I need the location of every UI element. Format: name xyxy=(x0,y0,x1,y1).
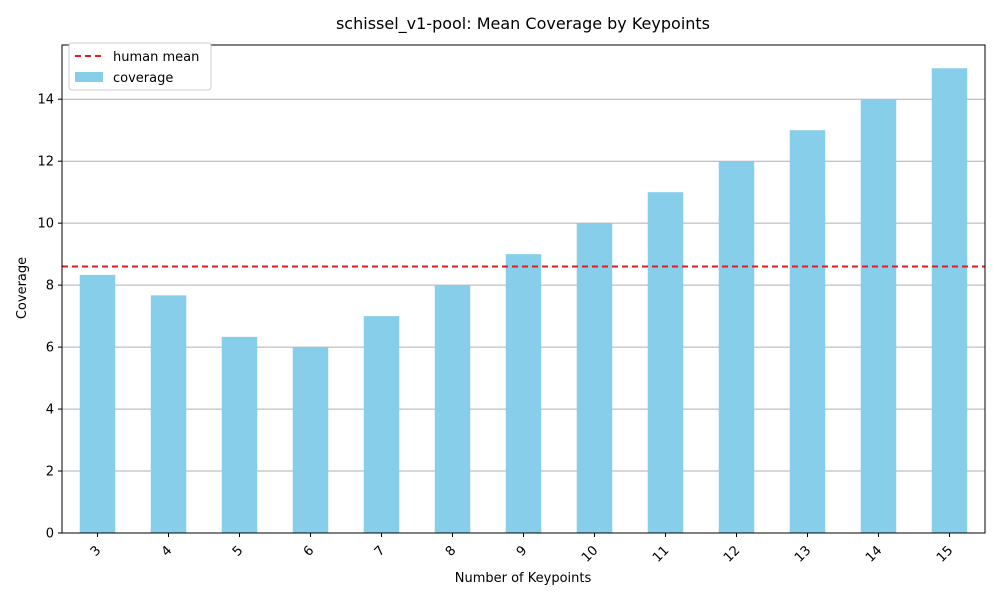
x-tick-label: 8 xyxy=(443,543,459,559)
x-axis-label: Number of Keypoints xyxy=(455,571,592,586)
x-tick-label: 9 xyxy=(514,543,530,559)
x-tick-label: 7 xyxy=(372,543,388,559)
y-tick-label: 14 xyxy=(37,93,54,108)
legend-bar-swatch xyxy=(75,72,103,82)
x-tick-label: 4 xyxy=(159,543,175,559)
bar-12 xyxy=(718,161,755,533)
y-tick-label: 0 xyxy=(46,527,54,542)
y-tick-label: 6 xyxy=(46,341,54,356)
x-tick-label: 12 xyxy=(721,543,743,565)
y-tick-label: 2 xyxy=(46,465,54,480)
bar-13 xyxy=(789,130,826,533)
bar-7 xyxy=(363,316,400,533)
y-axis-ticks: 0 2 4 6 8 10 12 14 xyxy=(37,93,62,542)
bar-6 xyxy=(292,347,329,533)
bar-15 xyxy=(931,68,968,533)
chart-title: schissel_v1-pool: Mean Coverage by Keypo… xyxy=(336,14,710,34)
x-tick-label: 6 xyxy=(301,543,317,559)
y-tick-label: 4 xyxy=(46,403,54,418)
y-tick-label: 10 xyxy=(37,217,54,232)
bar-3 xyxy=(79,274,116,533)
y-tick-label: 8 xyxy=(46,279,54,294)
x-tick-label: 11 xyxy=(650,543,672,565)
bar-11 xyxy=(647,192,684,533)
y-axis-label: Coverage xyxy=(15,257,30,319)
y-tick-label: 12 xyxy=(37,155,54,170)
x-tick-label: 15 xyxy=(934,543,956,565)
x-tick-label: 14 xyxy=(863,543,885,565)
x-tick-label: 3 xyxy=(88,543,104,559)
bar-5 xyxy=(221,336,258,533)
x-tick-label: 5 xyxy=(230,543,246,559)
bar-series xyxy=(79,68,968,533)
bar-9 xyxy=(505,254,542,533)
bar-10 xyxy=(576,223,613,533)
legend-label-human-mean: human mean xyxy=(113,50,199,65)
legend: human mean coverage xyxy=(68,42,212,91)
x-axis-ticks: 3 4 5 6 7 8 9 10 11 12 13 14 15 xyxy=(88,533,956,566)
x-tick-label: 10 xyxy=(579,543,601,565)
x-tick-label: 13 xyxy=(792,543,814,565)
bar-8 xyxy=(434,285,471,533)
bar-14 xyxy=(860,99,897,533)
legend-label-coverage: coverage xyxy=(113,71,173,86)
legend-box xyxy=(68,42,212,91)
bar-4 xyxy=(150,295,187,533)
